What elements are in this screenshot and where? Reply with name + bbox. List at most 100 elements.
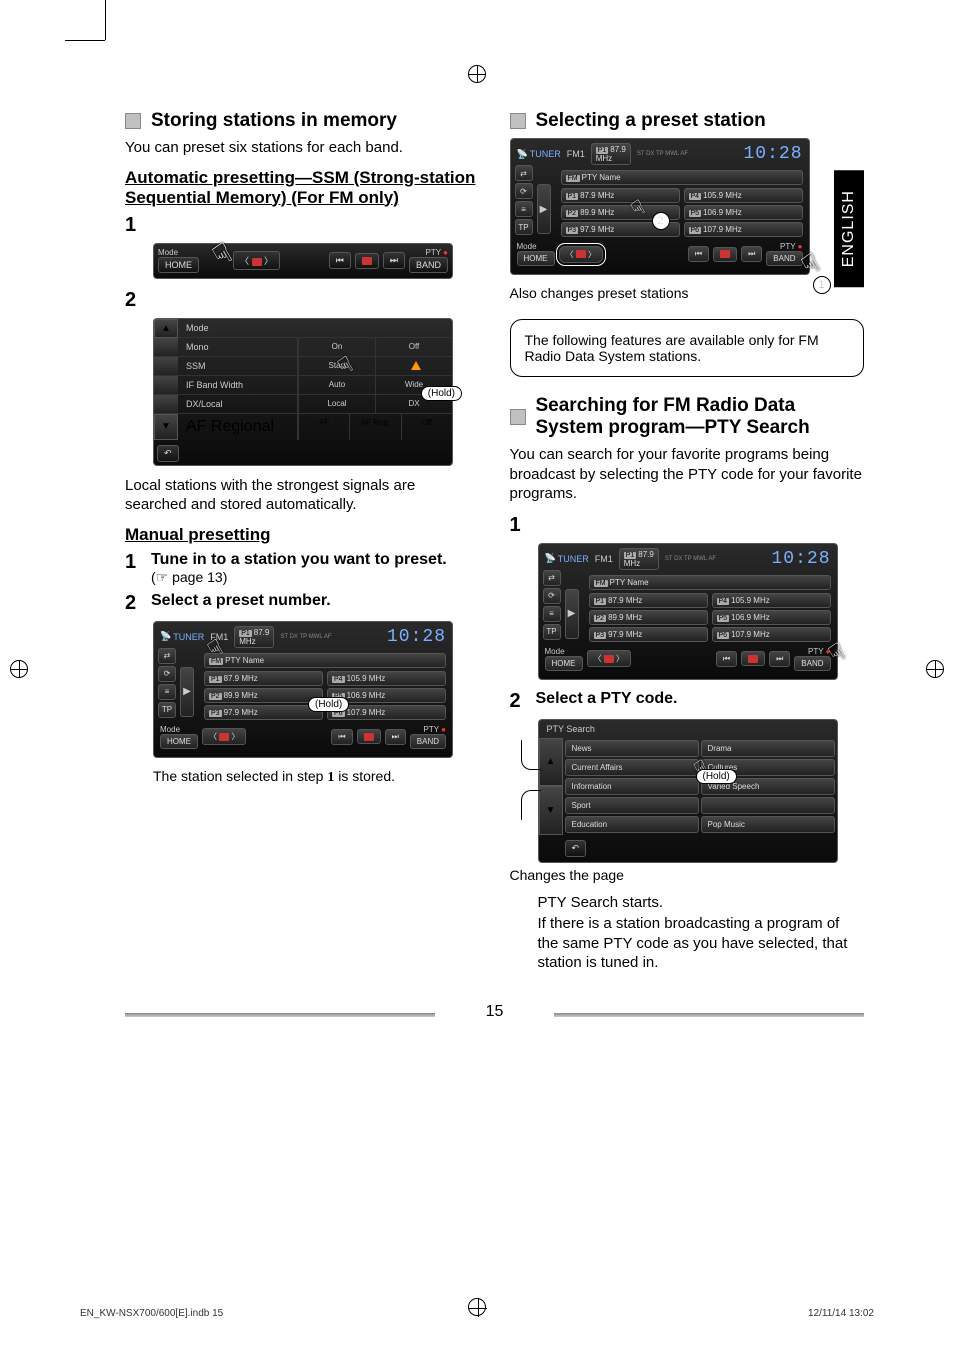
preset-button[interactable]: P289.9 MHz [589, 610, 708, 625]
auto-caption: Local stations with the strongest signal… [125, 476, 480, 515]
band-button[interactable]: BAND [409, 257, 448, 273]
ssm-start-option[interactable]: Start☟ [298, 357, 375, 375]
side-icon[interactable]: ≡ [158, 684, 176, 700]
preset-button[interactable]: P187.9 MHz [204, 671, 323, 686]
clock: 10:28 [387, 627, 446, 647]
prev-track-button[interactable]: ⏮ [329, 252, 351, 269]
tuner-screenshot: 📡TUNER FM1 P187.9 MHz ST DX TP MWL AF 10… [538, 543, 838, 680]
language-tab: ENGLISH [834, 170, 864, 287]
ptyname-row: FMPTY Name [561, 170, 803, 185]
preset-button[interactable]: P4105.9 MHz [712, 593, 831, 608]
indicator-row: ST DX TP MWL AF [665, 556, 716, 562]
setting-option[interactable]: Local [298, 395, 375, 413]
band-button[interactable]: BAND [410, 734, 446, 749]
pty-result-text: PTY Search starts. [538, 893, 865, 913]
tuner-screenshot: 📡TUNER FM1 P187.9 MHz ST DX TP MWL AF 10… [153, 621, 453, 758]
setting-option[interactable]: AF [298, 414, 349, 440]
manual-caption: The station selected in step 1 is stored… [153, 768, 480, 786]
preset-button[interactable]: P397.9 MHz [589, 627, 708, 642]
subsection-title: Manual presetting [125, 525, 480, 545]
setting-option[interactable] [375, 357, 452, 375]
pty-item[interactable]: Education [565, 816, 699, 833]
scroll-up-button[interactable]: ▲ [539, 738, 563, 787]
setting-option[interactable]: Off [375, 338, 452, 356]
play-button[interactable]: ▶ [537, 184, 551, 234]
preset-button[interactable]: P6107.9 MHz [712, 627, 831, 642]
preset-button[interactable]: P4105.9 MHz [684, 188, 803, 203]
prev-group-button[interactable]: 〈 〉 [587, 650, 631, 667]
side-icon[interactable]: ⟳ [543, 588, 561, 604]
pty-item[interactable]: Drama [701, 740, 835, 757]
play-button[interactable]: ▶ [180, 667, 194, 717]
preset-button[interactable]: P5106.9 MHz [684, 205, 803, 220]
setting-option[interactable]: On [298, 338, 375, 356]
preset-button[interactable]: P187.9 MHz [561, 188, 680, 203]
home-button[interactable]: HOME [158, 257, 199, 273]
current-preset: P187.9 MHz [619, 548, 659, 570]
preset-button[interactable]: P5106.9 MHz [712, 610, 831, 625]
setting-option[interactable]: Wide(Hold) [375, 376, 452, 394]
back-button[interactable]: ↶ [157, 445, 179, 462]
preset-button[interactable]: P289.9 MHz☟2 [561, 205, 680, 220]
home-button[interactable]: HOME [160, 734, 198, 749]
pty-item[interactable]: Pop Music [701, 816, 835, 833]
side-icon[interactable]: ≡ [515, 201, 533, 217]
stop-button[interactable] [713, 247, 737, 262]
preset-button[interactable]: P5106.9 MHz(Hold) [327, 688, 446, 703]
play-button[interactable]: ▶ [565, 589, 579, 639]
setting-option[interactable]: Auto [298, 376, 375, 394]
side-icon[interactable]: ≡ [543, 606, 561, 622]
side-icon[interactable]: ⇄ [158, 648, 176, 664]
preset-button[interactable]: P6107.9 MHz [684, 222, 803, 237]
preset-button[interactable]: P289.9 MHz [204, 688, 323, 703]
side-icon[interactable]: ⟳ [158, 666, 176, 682]
home-button[interactable]: HOME [545, 656, 583, 671]
footer: EN_KW-NSX700/600[E].indb 15 12/11/14 13:… [80, 1308, 874, 1319]
prev-track-button[interactable]: ⏮ [331, 729, 352, 745]
mode-label: Mode [517, 242, 555, 251]
scroll-down-button[interactable]: ▼ [539, 786, 563, 835]
stop-button[interactable] [357, 729, 381, 744]
setting-option[interactable]: Off [401, 414, 452, 440]
tp-button[interactable]: TP [515, 219, 533, 235]
scroll-down-button[interactable]: ▼ [154, 414, 178, 440]
side-icon[interactable]: ⇄ [543, 570, 561, 586]
prev-group-button[interactable]: 〈 〉 [559, 246, 603, 263]
prev-track-button[interactable]: ⏮ [688, 246, 709, 262]
next-track-button[interactable]: ⏭ [741, 246, 762, 262]
clock: 10:28 [743, 144, 802, 164]
band-button[interactable]: BAND [794, 656, 830, 671]
next-track-button[interactable]: ⏭ [385, 729, 406, 745]
preset-button[interactable]: P4105.9 MHz [327, 671, 446, 686]
prev-track-button[interactable]: ⏮ [716, 651, 737, 667]
preset-button[interactable]: P397.9 MHz [204, 705, 323, 720]
setting-option[interactable]: AF Reg. [349, 414, 400, 440]
scroll-up-button[interactable]: ▲ [154, 319, 178, 338]
tuner-icon: 📡TUNER [160, 631, 204, 642]
pty-item[interactable]: Information [565, 778, 699, 795]
home-button[interactable]: HOME [517, 251, 555, 266]
back-button[interactable]: ↶ [565, 840, 587, 857]
tuner-icon: 📡TUNER [545, 553, 589, 564]
pty-item[interactable]: News [565, 740, 699, 757]
preset-caption: Also changes preset stations [510, 285, 865, 301]
next-track-button[interactable]: ⏭ [769, 651, 790, 667]
prev-group-button[interactable]: 〈 〉 [233, 251, 280, 270]
prev-group-button[interactable]: 〈 〉 [202, 728, 246, 745]
pty-label: PTY ● [424, 725, 447, 734]
indicator-row: ST DX TP MWL AF [280, 634, 331, 640]
tp-button[interactable]: TP [158, 702, 176, 718]
next-track-button[interactable]: ⏭ [383, 252, 405, 269]
pty-item[interactable]: Current Affairs☟ [565, 759, 699, 776]
stop-button[interactable] [741, 651, 765, 666]
step-number: 2 [125, 289, 139, 312]
pty-item[interactable]: Sport [565, 797, 699, 814]
pty-item[interactable] [701, 797, 835, 814]
side-icon[interactable]: ⟳ [515, 183, 533, 199]
preset-button[interactable]: P187.9 MHz [589, 593, 708, 608]
setting-label: Mono [178, 338, 298, 356]
pty-item[interactable]: Varied Speech(Hold) [701, 778, 835, 795]
tp-button[interactable]: TP [543, 624, 561, 640]
side-icon[interactable]: ⇄ [515, 165, 533, 181]
stop-button[interactable] [355, 253, 379, 269]
